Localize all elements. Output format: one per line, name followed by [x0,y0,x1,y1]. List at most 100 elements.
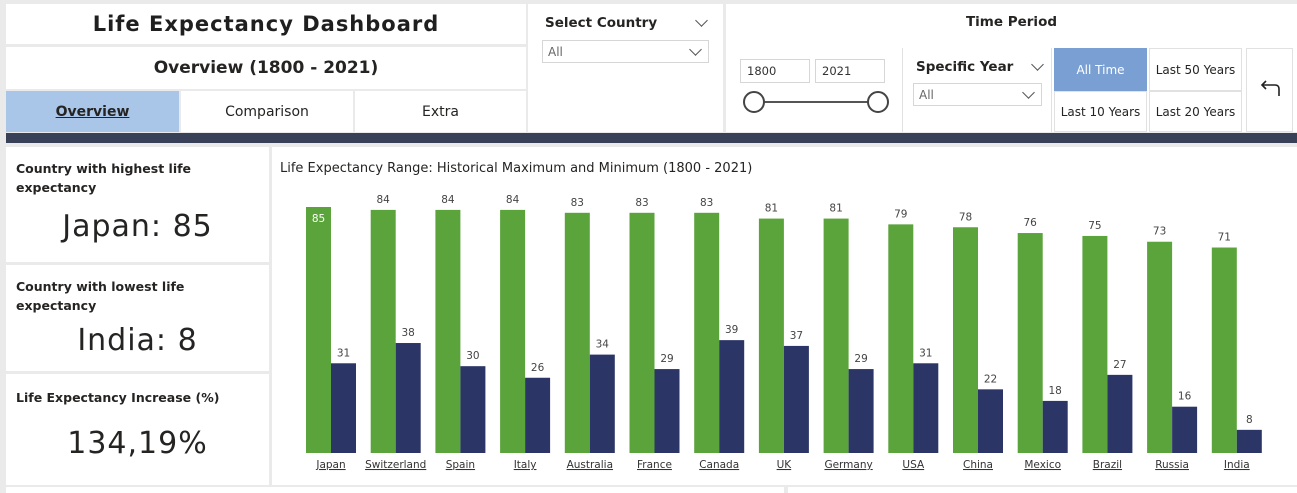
min-data-label-germany: 29 [854,353,867,365]
x-tick-label-switzerland[interactable]: Switzerland [365,459,426,471]
min-bar-brazil[interactable] [1107,374,1133,453]
max-bar-mexico[interactable] [1017,233,1043,453]
min-bar-canada[interactable] [719,340,745,453]
max-data-label-canada: 83 [700,197,713,209]
max-data-label-brazil: 75 [1088,220,1101,232]
x-tick-label-france[interactable]: France [637,459,672,471]
kpi-highest-value: Japan: 85 [62,209,213,244]
x-tick-label-usa[interactable]: USA [902,459,925,471]
kpi-increase-card: Life Expectancy Increase (%) 134,19% [6,374,269,485]
max-bar-switzerland[interactable] [370,209,396,453]
min-bar-italy[interactable] [525,377,551,453]
min-bar-india[interactable] [1236,429,1262,453]
x-tick-label-mexico[interactable]: Mexico [1024,459,1061,471]
back-button[interactable] [1246,48,1293,132]
max-bar-canada[interactable] [694,212,720,453]
kpi-highest-card: Country with highest life expectancy Jap… [6,147,269,262]
tab-extra[interactable]: Extra [355,91,526,132]
last-20-years-button[interactable]: Last 20 Years [1149,91,1242,132]
kpi-increase-label: Life Expectancy Increase (%) [16,390,220,405]
max-data-label-france: 83 [635,197,648,209]
min-data-label-brazil: 27 [1113,359,1126,371]
max-bar-spain[interactable] [435,209,461,453]
last-50-years-button[interactable]: Last 50 Years [1149,48,1242,91]
max-data-label-uk: 81 [765,203,778,215]
min-bar-uk[interactable] [783,345,809,453]
min-data-label-china: 22 [984,373,997,385]
chart-title: Life Expectancy Range: Historical Maximu… [280,161,753,176]
page-subtitle: Overview (1800 - 2021) [6,47,526,89]
max-bar-india[interactable] [1211,247,1237,453]
x-tick-label-italy[interactable]: Italy [514,459,537,471]
x-tick-label-spain[interactable]: Spain [446,459,475,471]
kpi-increase-value: 134,19% [67,426,208,461]
x-tick-label-japan[interactable]: Japan [315,459,345,471]
start-year-slider-handle[interactable] [743,91,765,113]
min-data-label-switzerland: 38 [402,327,415,339]
min-bar-germany[interactable] [848,369,874,453]
max-data-label-india: 71 [1218,232,1231,244]
min-bar-mexico[interactable] [1042,400,1068,453]
max-bar-china[interactable] [953,227,978,453]
min-data-label-india: 8 [1246,414,1253,426]
header-divider [6,133,1297,143]
all-time-button[interactable]: All Time [1054,48,1147,91]
x-tick-label-india[interactable]: India [1224,459,1250,471]
min-bar-switzerland[interactable] [395,343,421,453]
max-bar-russia[interactable] [1147,241,1173,453]
start-year-input[interactable]: 1800 [740,59,810,83]
max-data-label-australia: 83 [571,197,584,209]
chevron-down-icon[interactable] [695,14,708,27]
life-expectancy-chart: Life Expectancy Range: Historical Maximu… [272,147,1297,485]
max-data-label-switzerland: 84 [377,194,391,206]
max-bar-australia[interactable] [564,212,590,453]
x-tick-label-australia[interactable]: Australia [567,459,613,471]
min-bar-australia[interactable] [589,354,615,453]
max-bar-japan[interactable] [306,207,331,453]
kpi-lowest-value: India: 8 [77,323,198,358]
year-range-slider-track[interactable] [754,101,880,103]
tab-overview[interactable]: Overview [6,91,179,132]
min-bar-usa[interactable] [913,363,939,453]
x-tick-label-russia[interactable]: Russia [1155,459,1189,471]
max-bar-uk[interactable] [758,218,784,453]
max-bar-france[interactable] [629,212,655,453]
end-year-slider-handle[interactable] [867,91,889,113]
min-bar-russia[interactable] [1172,406,1198,453]
x-tick-label-canada[interactable]: Canada [699,459,739,471]
max-bar-brazil[interactable] [1082,235,1108,453]
min-data-label-usa: 31 [919,347,932,359]
kpi-lowest-card: Country with lowest life expectancy Indi… [6,265,269,371]
min-bar-spain[interactable] [460,366,486,453]
time-period-panel: Time Period 1800 2021 Specific Year All … [726,4,1297,132]
x-tick-label-germany[interactable]: Germany [824,459,872,471]
max-data-label-italy: 84 [506,194,520,206]
max-bar-italy[interactable] [500,209,526,453]
chevron-down-icon [689,43,702,56]
country-dropdown[interactable]: All [542,40,709,63]
min-bar-france[interactable] [654,369,680,453]
chevron-down-icon[interactable] [1031,58,1044,71]
chart-plot: 85 31 Japan 84 38 Switzerland 84 30 Spain 84 26 Ita… [306,194,1262,471]
max-bar-germany[interactable] [823,218,849,453]
last-10-years-button[interactable]: Last 10 Years [1054,91,1147,132]
bottom-panel-right [788,487,1297,493]
x-tick-label-uk[interactable]: UK [777,459,793,471]
tab-comparison[interactable]: Comparison [181,91,353,132]
min-bar-china[interactable] [978,389,1003,453]
max-bar-usa[interactable] [888,224,914,453]
min-data-label-japan: 31 [337,347,350,359]
min-bar-japan[interactable] [331,363,356,453]
min-data-label-mexico: 18 [1049,385,1062,397]
specific-year-title: Specific Year [916,59,1014,75]
min-data-label-australia: 34 [596,339,610,351]
country-slicer-title: Select Country [545,15,658,31]
x-tick-label-china[interactable]: China [963,459,993,471]
x-tick-label-brazil[interactable]: Brazil [1093,459,1122,471]
country-slicer: Select Country All [528,4,723,132]
end-year-input[interactable]: 2021 [815,59,885,83]
specific-year-slicer: Specific Year All [902,48,1052,132]
min-data-label-russia: 16 [1178,391,1192,403]
specific-year-dropdown[interactable]: All [913,83,1042,106]
